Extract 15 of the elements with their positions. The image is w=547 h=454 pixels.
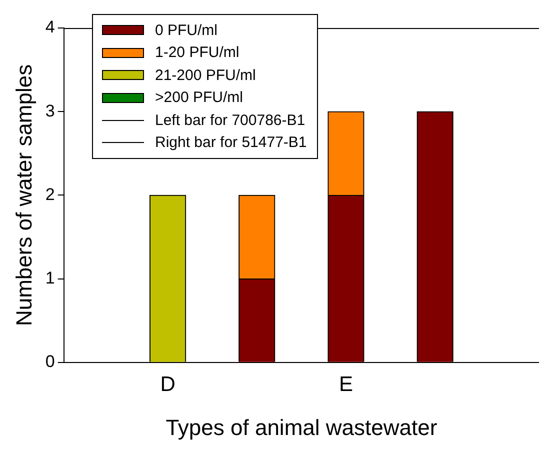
y-tick-label: 0	[45, 352, 55, 372]
y-tick-label: 4	[45, 18, 55, 37]
legend-label: 0 PFU/ml	[155, 22, 218, 39]
y-tick-label: 3	[45, 101, 55, 120]
legend-label: 1-20 PFU/ml	[155, 44, 240, 62]
legend-label: 21-200 PFU/ml	[155, 66, 256, 84]
y-axis-title: Numbers of water samples	[11, 64, 36, 326]
x-axis-title: Types of animal wastewater	[166, 414, 438, 440]
legend-label: Right bar for 51477-B1	[155, 134, 307, 152]
y-tick-label: 2	[45, 184, 55, 204]
legend-label: Left bar for 700786-B1	[155, 112, 306, 129]
y-tick-label: 1	[45, 268, 55, 288]
legend-label: >200 PFU/ml	[155, 89, 243, 106]
x-tick-label: E	[338, 372, 353, 396]
x-tick-label: D	[160, 372, 176, 396]
